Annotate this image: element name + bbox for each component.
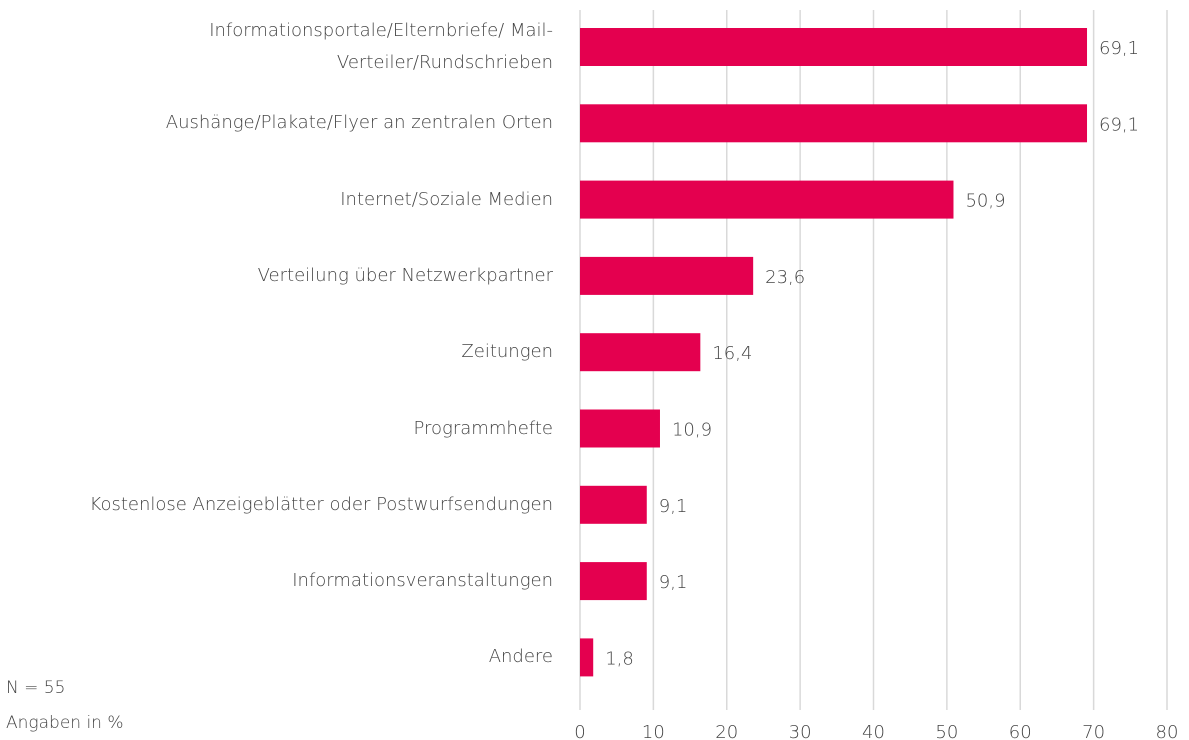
bar <box>580 180 954 219</box>
value-label: 16,4 <box>712 343 752 364</box>
value-label: 69,1 <box>1099 38 1139 59</box>
y-tick-label: Zeitungen <box>461 341 553 363</box>
value-label: 10,9 <box>672 420 712 441</box>
bar <box>580 638 594 677</box>
value-label: 69,1 <box>1099 114 1139 135</box>
note: Angaben in % <box>6 713 124 733</box>
y-tick-label: Programmhefte <box>413 417 554 439</box>
value-label: 9,1 <box>659 572 688 593</box>
bar <box>580 485 647 524</box>
y-tick-label: Aushänge/Plakate/Flyer an zentralen Orte… <box>165 112 553 134</box>
y-tick-label: Informationsportale/Elternbriefe/ Mail-V… <box>209 20 553 73</box>
bar <box>580 562 647 601</box>
x-tick-label: 10 <box>642 722 665 740</box>
y-tick-label: Informationsveranstaltungen <box>292 570 553 592</box>
x-tick-label: 0 <box>574 722 585 740</box>
y-tick-label: Verteilung über Netzwerkpartner <box>257 264 553 286</box>
bar <box>580 333 701 372</box>
x-tick-label: 50 <box>935 722 958 740</box>
bar <box>580 256 754 295</box>
x-tick-label: 20 <box>715 722 738 740</box>
x-tick-label: 60 <box>1009 722 1032 740</box>
y-tick-label: Internet/Soziale Medien <box>340 188 553 210</box>
note: N = 55 <box>6 678 66 698</box>
value-label: 50,9 <box>965 191 1005 212</box>
y-tick-label: Kostenlose Anzeigeblätter oder Postwurfs… <box>89 493 553 515</box>
value-label: 9,1 <box>659 496 688 517</box>
bar <box>580 409 660 448</box>
x-tick-label: 40 <box>862 722 885 740</box>
x-tick-label: 80 <box>1156 722 1179 740</box>
bar <box>580 28 1088 66</box>
x-tick-label: 30 <box>789 722 812 740</box>
x-tick-label: 70 <box>1082 722 1105 740</box>
bar <box>580 104 1088 143</box>
value-label: 23,6 <box>765 267 805 288</box>
value-label: 1,8 <box>605 648 634 669</box>
y-tick-label: Andere <box>488 646 553 668</box>
